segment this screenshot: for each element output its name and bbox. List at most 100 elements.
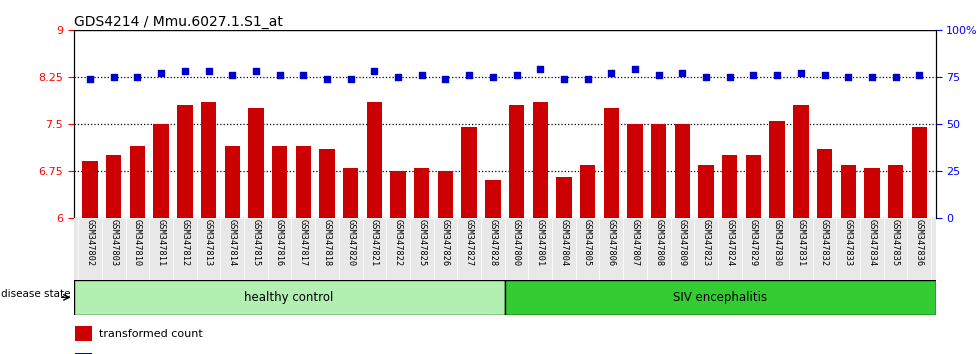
Bar	[433, 218, 458, 280]
Bar	[343, 168, 359, 218]
Bar	[458, 218, 481, 280]
Point	[627, 67, 643, 72]
Bar	[651, 124, 666, 218]
Bar	[106, 155, 122, 218]
Bar	[841, 165, 856, 218]
Bar	[367, 102, 382, 218]
Text: GSM347835: GSM347835	[891, 219, 900, 266]
Point	[82, 76, 98, 82]
Bar	[220, 218, 244, 280]
Text: GSM347810: GSM347810	[133, 219, 142, 266]
Text: GSM347809: GSM347809	[678, 219, 687, 266]
Point	[698, 74, 713, 80]
Bar	[78, 218, 102, 280]
Text: GSM347808: GSM347808	[655, 219, 663, 266]
Bar	[74, 280, 505, 315]
Bar	[485, 180, 501, 218]
Bar	[718, 218, 742, 280]
Bar	[860, 218, 884, 280]
Bar	[319, 149, 335, 218]
Point	[604, 70, 619, 76]
Text: GSM347813: GSM347813	[204, 219, 213, 266]
Text: GSM347816: GSM347816	[275, 219, 284, 266]
Text: GSM347833: GSM347833	[844, 219, 853, 266]
Bar	[699, 165, 713, 218]
Point	[271, 72, 287, 78]
Text: SIV encephalitis: SIV encephalitis	[673, 291, 767, 304]
Bar	[75, 326, 92, 341]
Text: transformed count: transformed count	[99, 329, 203, 339]
Text: GSM347832: GSM347832	[820, 219, 829, 266]
Point	[414, 72, 429, 78]
Bar	[244, 218, 268, 280]
Bar	[789, 218, 812, 280]
Point	[296, 72, 312, 78]
Bar	[884, 218, 907, 280]
Bar	[462, 127, 477, 218]
Bar	[316, 218, 339, 280]
Bar	[438, 171, 453, 218]
Point	[674, 70, 690, 76]
Bar	[746, 155, 761, 218]
Text: GDS4214 / Mmu.6027.1.S1_at: GDS4214 / Mmu.6027.1.S1_at	[74, 15, 282, 29]
Text: GSM347831: GSM347831	[797, 219, 806, 266]
Text: GSM347829: GSM347829	[749, 219, 758, 266]
Point	[509, 72, 524, 78]
Text: GSM347800: GSM347800	[512, 219, 521, 266]
Bar	[129, 146, 145, 218]
Bar	[557, 177, 571, 218]
Text: GSM347806: GSM347806	[607, 219, 615, 266]
Point	[746, 72, 761, 78]
Point	[722, 74, 738, 80]
Bar	[296, 146, 311, 218]
Point	[864, 74, 880, 80]
Text: GSM347824: GSM347824	[725, 219, 734, 266]
Point	[319, 76, 335, 82]
Bar	[670, 218, 694, 280]
Text: GSM347826: GSM347826	[441, 219, 450, 266]
Point	[816, 72, 832, 78]
Text: GSM347822: GSM347822	[394, 219, 403, 266]
Bar	[532, 102, 548, 218]
Text: GSM347804: GSM347804	[560, 219, 568, 266]
Text: disease state: disease state	[1, 289, 71, 299]
Point	[769, 72, 785, 78]
Point	[201, 69, 217, 74]
Bar	[339, 218, 363, 280]
Bar	[528, 218, 552, 280]
Bar	[410, 218, 433, 280]
Bar	[769, 121, 785, 218]
Text: GSM347817: GSM347817	[299, 219, 308, 266]
Bar	[197, 218, 220, 280]
Bar	[627, 124, 643, 218]
Text: GSM347814: GSM347814	[227, 219, 237, 266]
Point	[367, 69, 382, 74]
Bar	[864, 168, 880, 218]
Bar	[268, 218, 291, 280]
Bar	[907, 218, 931, 280]
Bar	[154, 124, 169, 218]
Bar	[888, 165, 904, 218]
Bar	[248, 108, 264, 218]
Point	[793, 70, 808, 76]
Bar	[505, 280, 936, 315]
Bar	[415, 168, 429, 218]
Point	[153, 70, 169, 76]
Text: GSM347827: GSM347827	[465, 219, 473, 266]
Bar	[722, 155, 738, 218]
Bar	[694, 218, 718, 280]
Point	[841, 74, 857, 80]
Bar	[742, 218, 765, 280]
Point	[224, 72, 240, 78]
Point	[462, 72, 477, 78]
Bar	[552, 218, 576, 280]
Text: GSM347825: GSM347825	[417, 219, 426, 266]
Point	[911, 72, 927, 78]
Text: healthy control: healthy control	[244, 291, 334, 304]
Bar	[363, 218, 386, 280]
Text: GSM347834: GSM347834	[867, 219, 876, 266]
Text: GSM347821: GSM347821	[369, 219, 379, 266]
Point	[556, 76, 571, 82]
Point	[532, 67, 548, 72]
Bar	[623, 218, 647, 280]
